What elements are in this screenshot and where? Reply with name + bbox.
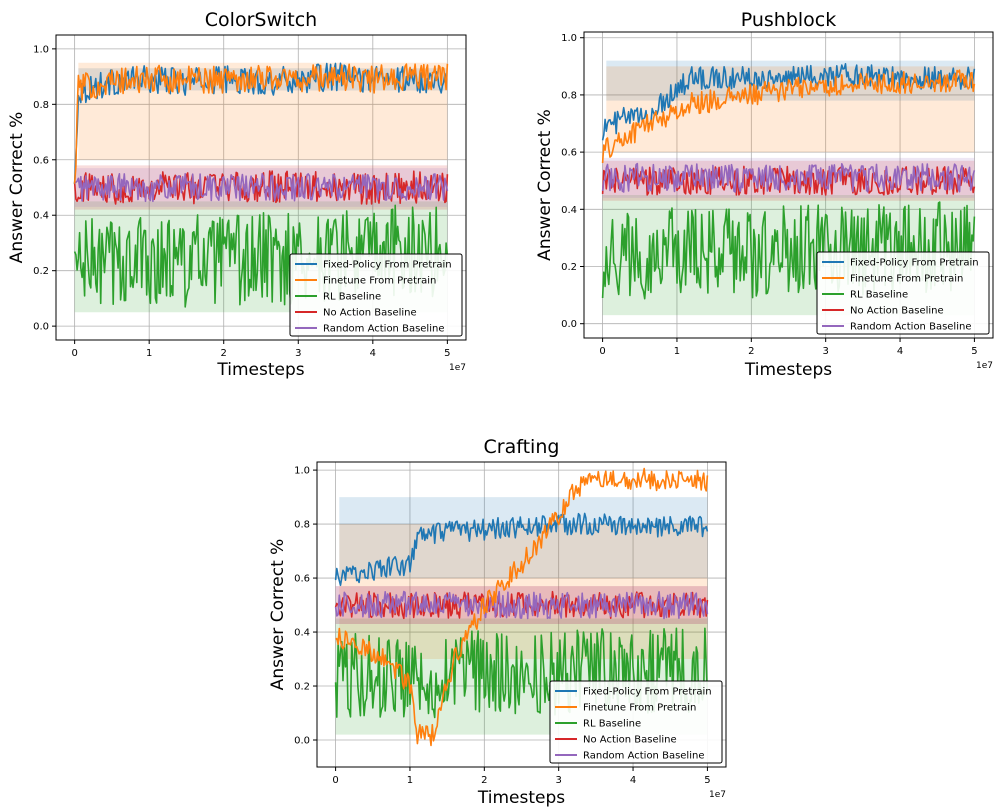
y-tick-label: 0.0 — [561, 319, 577, 330]
legend-box — [816, 251, 990, 335]
series-line-fixed-policy-from-pretrain — [334, 512, 709, 587]
x-tick-label: 5 — [444, 348, 450, 359]
y-axis-label: Answer Correct % — [535, 109, 555, 261]
y-tick-label: 0.6 — [561, 148, 577, 159]
x-offset-label: 1e7 — [976, 361, 993, 371]
legend-label: No Action Baseline — [850, 306, 944, 317]
series-line-random-action-baseline — [601, 162, 976, 193]
x-tick-label: 1 — [407, 775, 413, 786]
y-tick-label: 0.0 — [294, 736, 310, 747]
x-tick-label: 5 — [704, 775, 710, 786]
legend-label: No Action Baseline — [583, 735, 677, 746]
legend-label: No Action Baseline — [323, 308, 417, 319]
x-axis-label: Timesteps — [477, 788, 565, 808]
x-tick-label: 3 — [822, 346, 828, 357]
y-tick-label: 1.0 — [33, 44, 49, 55]
legend-label: Fixed-Policy From Pretrain — [583, 687, 712, 698]
chart-title: Crafting — [484, 436, 560, 458]
y-tick-label: 0.4 — [33, 211, 49, 222]
axes-frame — [55, 34, 467, 341]
plot-area — [334, 467, 709, 747]
series-band-4 — [335, 586, 708, 624]
chart-title: Pushblock — [741, 9, 837, 31]
subplot-crafting: 0 1 2 3 4 5 0.0 0.2 0.4 0.6 0.8 1.0 1e7 Crafting Times… — [268, 436, 727, 808]
series-line-random-action-baseline — [74, 173, 449, 203]
y-tick-label: 1.0 — [294, 466, 310, 477]
legend: Fixed-Policy From Pretrain Finetune From … — [289, 253, 463, 337]
subplot-pushblock: 0 1 2 3 4 5 0.0 0.2 0.4 0.6 0.8 1.0 1e7 Pushblock Time… — [535, 9, 994, 380]
y-tick-label: 0.4 — [561, 205, 577, 216]
y-tick-label: 0.2 — [294, 682, 310, 693]
y-tick-label: 0.2 — [33, 266, 49, 277]
chart-title: ColorSwitch — [205, 9, 317, 31]
y-tick-label: 0.8 — [33, 100, 49, 111]
series-line-fixed-policy-from-pretrain — [601, 63, 976, 141]
y-tick-label: 0.6 — [33, 155, 49, 166]
y-tick-label: 0.4 — [294, 628, 310, 639]
legend-box — [549, 680, 723, 764]
legend-box — [289, 253, 463, 337]
series-line-finetune-from-pretrain — [73, 63, 449, 184]
x-tick-label: 0 — [71, 348, 77, 359]
x-axis-label: Timesteps — [744, 360, 832, 380]
x-offset-label: 1e7 — [449, 363, 466, 373]
y-tick-label: 0.8 — [294, 520, 310, 531]
x-tick-label: 3 — [295, 348, 301, 359]
series-line-finetune-from-pretrain — [601, 69, 976, 164]
x-tick-label: 5 — [971, 346, 977, 357]
legend-label: Finetune From Pretrain — [323, 276, 436, 287]
legend-label: RL Baseline — [850, 290, 908, 301]
legend-label: RL Baseline — [323, 292, 381, 303]
y-tick-label: 0.0 — [33, 322, 49, 333]
series-line-rl-baseline — [334, 627, 709, 719]
series-band-1 — [339, 524, 708, 660]
legend-label: Random Action Baseline — [850, 322, 971, 333]
y-axis-label: Answer Correct % — [7, 112, 27, 264]
x-axis-label: Timesteps — [216, 360, 304, 380]
legend-label: Random Action Baseline — [583, 751, 704, 762]
x-tick-label: 3 — [555, 775, 561, 786]
x-tick-label: 4 — [630, 775, 636, 786]
subplot-colorswitch: 0 1 2 3 4 5 0.0 0.2 0.4 0.6 0.8 1.0 1e7 ColorSwitch Ti… — [7, 9, 467, 380]
series-line-random-action-baseline — [334, 590, 709, 620]
plot-area — [73, 62, 449, 313]
legend-label: Fixed-Policy From Pretrain — [323, 260, 452, 271]
y-tick-label: 0.8 — [561, 90, 577, 101]
legend-label: Finetune From Pretrain — [850, 274, 963, 285]
legend: Fixed-Policy From Pretrain Finetune From … — [549, 680, 723, 764]
x-tick-label: 1 — [146, 348, 152, 359]
x-tick-label: 2 — [221, 348, 227, 359]
x-tick-label: 4 — [370, 348, 376, 359]
x-tick-label: 2 — [481, 775, 487, 786]
y-tick-label: 1.0 — [561, 33, 577, 44]
x-tick-label: 2 — [748, 346, 754, 357]
axes-frame — [583, 31, 994, 339]
axes-frame — [316, 461, 727, 768]
y-axis-label: Answer Correct % — [268, 539, 288, 691]
legend-label: Finetune From Pretrain — [583, 703, 696, 714]
x-tick-label: 0 — [332, 775, 338, 786]
x-offset-label: 1e7 — [709, 790, 726, 800]
x-tick-label: 1 — [674, 346, 680, 357]
series-line-finetune-from-pretrain — [335, 467, 709, 747]
y-tick-label: 0.6 — [294, 574, 310, 585]
legend-label: Random Action Baseline — [323, 324, 444, 335]
legend: Fixed-Policy From Pretrain Finetune From … — [816, 251, 990, 335]
series-band-3 — [335, 586, 708, 624]
x-tick-label: 0 — [599, 346, 605, 357]
x-tick-label: 4 — [897, 346, 903, 357]
plot-area — [601, 60, 976, 316]
legend-label: RL Baseline — [583, 719, 641, 730]
series-band-0 — [339, 497, 708, 579]
y-tick-label: 0.2 — [561, 262, 577, 273]
legend-label: Fixed-Policy From Pretrain — [850, 258, 979, 269]
